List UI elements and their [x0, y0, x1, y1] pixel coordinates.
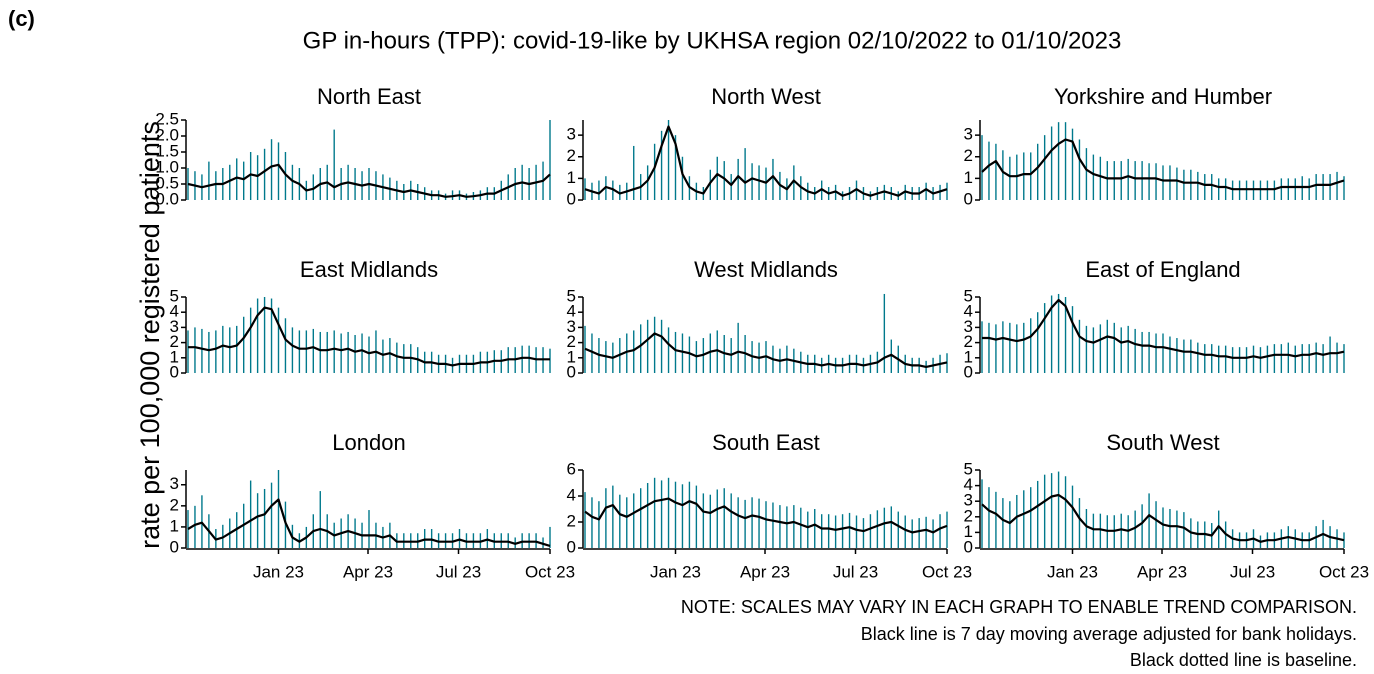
y-tick-label: 1 — [964, 168, 973, 187]
y-tick-label: 0 — [567, 362, 576, 381]
y-tick-label: 1 — [567, 168, 576, 187]
panel-title: East Midlands — [300, 257, 438, 282]
y-tick-label: 1 — [170, 347, 179, 366]
x-tick-label: Apr 23 — [1137, 562, 1187, 581]
y-tick-label: 0 — [964, 537, 973, 556]
y-tick-label: 0 — [567, 537, 576, 556]
y-tick-label: 3 — [567, 317, 576, 336]
panel-title: South West — [1106, 430, 1219, 455]
x-tick-label: Jul 23 — [1230, 562, 1275, 581]
y-tick-label: 1.0 — [155, 157, 179, 176]
y-tick-label: 2 — [170, 495, 179, 514]
x-tick-label: Apr 23 — [740, 562, 790, 581]
note: Black dotted line is baseline. — [1130, 650, 1357, 670]
y-tick-label: 3 — [964, 317, 973, 336]
x-tick-label: Oct 23 — [525, 562, 575, 581]
x-tick-label: Oct 23 — [1319, 562, 1369, 581]
y-tick-label: 5 — [964, 286, 973, 305]
y-tick-label: 4 — [170, 302, 179, 321]
y-tick-label: 0 — [170, 537, 179, 556]
y-tick-label: 4 — [964, 475, 973, 494]
y-tick-label: 4 — [567, 302, 576, 321]
panel-title: Yorkshire and Humber — [1054, 84, 1272, 109]
panel-title: North West — [711, 84, 821, 109]
y-tick-label: 2 — [964, 146, 973, 165]
y-tick-label: 3 — [964, 491, 973, 510]
y-tick-label: 0 — [964, 362, 973, 381]
y-tick-label: 0 — [567, 189, 576, 208]
y-tick-label: 1 — [964, 347, 973, 366]
note: Black line is 7 day moving average adjus… — [861, 624, 1357, 644]
y-tick-label: 3 — [567, 125, 576, 144]
y-tick-label: 0 — [170, 362, 179, 381]
x-tick-label: Jan 23 — [1047, 562, 1098, 581]
y-tick-label: 1 — [567, 347, 576, 366]
y-tick-label: 6 — [567, 459, 576, 478]
panel-title: East of England — [1085, 257, 1240, 282]
y-tick-label: 4 — [964, 302, 973, 321]
y-tick-label: 1.5 — [155, 141, 179, 160]
x-tick-label: Jan 23 — [650, 562, 701, 581]
y-axis-label: rate per 100,000 registered patients — [135, 121, 165, 549]
y-tick-label: 3 — [964, 125, 973, 144]
panel-title: North East — [317, 84, 421, 109]
y-tick-label: 3 — [170, 317, 179, 336]
y-tick-label: 4 — [567, 485, 576, 504]
y-tick-label: 2.5 — [155, 109, 179, 128]
y-tick-label: 1 — [964, 522, 973, 541]
moving-average — [188, 306, 550, 367]
y-tick-label: 5 — [964, 459, 973, 478]
moving-average — [584, 125, 948, 197]
y-tick-label: 5 — [567, 286, 576, 305]
chart-title: GP in-hours (TPP): covid-19-like by UKHS… — [303, 27, 1122, 54]
note: NOTE: SCALES MAY VARY IN EACH GRAPH TO E… — [681, 597, 1357, 617]
panel-label: (c) — [8, 6, 35, 31]
moving-average — [584, 332, 948, 368]
y-tick-label: 2 — [567, 332, 576, 351]
y-tick-label: 2 — [964, 332, 973, 351]
x-tick-label: Jan 23 — [253, 562, 304, 581]
y-tick-label: 2 — [170, 332, 179, 351]
moving-average — [982, 298, 1345, 359]
moving-average — [187, 163, 551, 198]
moving-average — [584, 497, 948, 534]
y-tick-label: 2 — [567, 511, 576, 530]
y-tick-label: 5 — [170, 286, 179, 305]
y-tick-label: 2 — [964, 506, 973, 525]
y-tick-label: 0.0 — [155, 189, 179, 208]
x-tick-label: Apr 23 — [343, 562, 393, 581]
panel-title: London — [332, 430, 405, 455]
panel-title: West Midlands — [694, 257, 838, 282]
y-tick-label: 0.5 — [155, 173, 179, 192]
y-tick-label: 0 — [964, 189, 973, 208]
y-tick-label: 3 — [170, 474, 179, 493]
y-tick-label: 1 — [170, 516, 179, 535]
y-tick-label: 2 — [567, 146, 576, 165]
moving-average — [187, 498, 551, 547]
x-tick-label: Oct 23 — [922, 562, 972, 581]
y-tick-label: 2.0 — [155, 125, 179, 144]
moving-average — [981, 493, 1345, 543]
moving-average — [981, 138, 1345, 191]
x-tick-label: Jul 23 — [436, 562, 481, 581]
x-tick-label: Jul 23 — [833, 562, 878, 581]
panel-title: South East — [712, 430, 820, 455]
